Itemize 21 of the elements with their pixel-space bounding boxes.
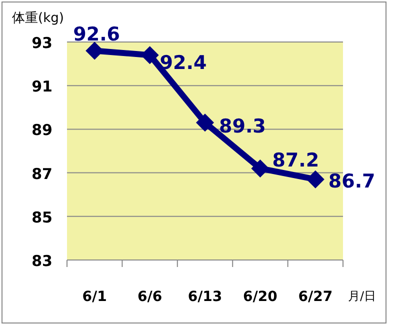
x-tick-label: 6/1 xyxy=(82,289,107,305)
x-axis-title: 月/日 xyxy=(348,289,376,303)
data-label: 92.4 xyxy=(160,52,207,74)
y-tick-label: 87 xyxy=(32,164,52,183)
y-axis-title: 体重(kg) xyxy=(12,11,64,26)
point xyxy=(306,170,324,188)
y-tick-label: 89 xyxy=(32,121,52,140)
x-tick-label: 6/13 xyxy=(188,289,222,305)
data-label: 87.2 xyxy=(272,149,320,172)
y-tick-label: 93 xyxy=(32,34,52,52)
x-tick-label: 6/6 xyxy=(137,289,162,305)
x-tick-label: 6/27 xyxy=(298,289,333,305)
point xyxy=(196,114,214,132)
point xyxy=(251,159,270,178)
y-tick-label: 83 xyxy=(32,252,52,270)
data-label: 89.3 xyxy=(219,116,266,138)
data-label: 92.6 xyxy=(73,24,120,46)
y-tick-label: 91 xyxy=(32,78,52,96)
y-tick-label: 85 xyxy=(32,208,52,226)
data-label: 86.7 xyxy=(328,170,376,192)
x-tick-label: 6/20 xyxy=(243,289,278,305)
